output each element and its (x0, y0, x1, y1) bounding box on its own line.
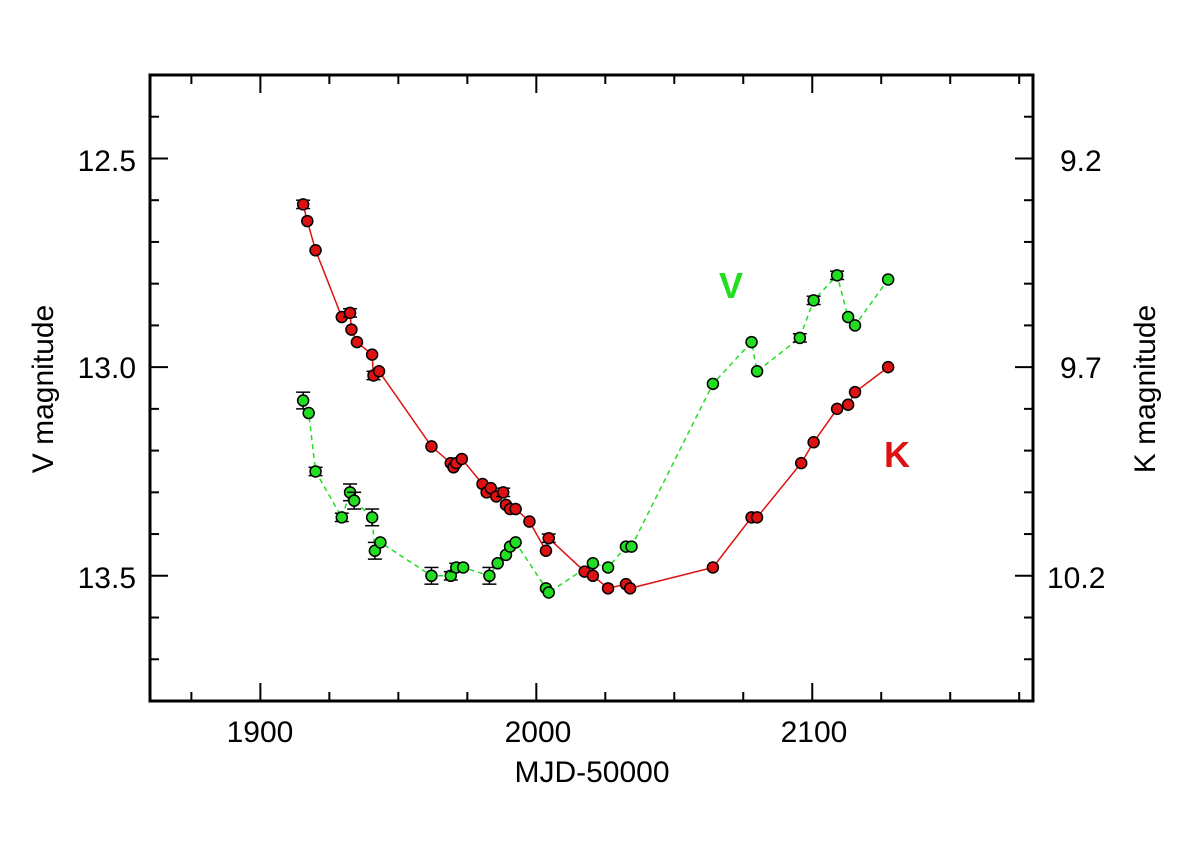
axis-ticks (150, 74, 1033, 702)
data-point-v (309, 465, 322, 478)
series-k (296, 198, 895, 595)
series-label-v: V (719, 265, 743, 306)
data-point-v (509, 536, 522, 549)
y-left-tick-label-13-0: 13.0 (78, 352, 136, 385)
x-tick-label-2000: 2000 (505, 716, 572, 749)
data-point-v (745, 335, 758, 349)
data-point-k (848, 385, 862, 399)
data-point-k (623, 582, 637, 595)
data-point-v (425, 569, 438, 583)
y-right-tick-label-9-2: 9.2 (1060, 145, 1102, 178)
y-left-axis-title: V magnitude (27, 305, 60, 473)
data-point-k (365, 348, 379, 361)
data-point-v (483, 569, 496, 583)
data-point-k (601, 582, 615, 595)
data-point-k (496, 486, 510, 499)
data-point-v (793, 331, 807, 345)
data-point-v (542, 586, 555, 599)
data-point-v (302, 406, 315, 420)
y-right-axis-title: K magnitude (1129, 305, 1162, 473)
data-point-v (625, 540, 638, 553)
data-point-v (491, 557, 504, 570)
data-point-k (841, 398, 855, 411)
data-point-k (425, 440, 438, 453)
data-point-v (456, 561, 470, 574)
data-point-v (374, 536, 387, 549)
data-point-k (345, 323, 358, 336)
y-left-tick-label-12-5: 12.5 (78, 145, 136, 178)
data-point-k (509, 502, 522, 516)
data-point-v (601, 561, 615, 574)
data-point-k (309, 244, 322, 257)
data-point-k (455, 452, 469, 466)
data-point-v (807, 294, 820, 307)
data-point-v (335, 511, 349, 524)
data-point-k (881, 360, 895, 374)
data-point-v (586, 557, 600, 570)
data-point-k (542, 531, 555, 545)
data-point-v (841, 310, 855, 324)
data-point-k (343, 306, 357, 320)
data-point-k (350, 335, 364, 349)
data-point-k (523, 515, 536, 528)
data-point-k (807, 436, 820, 449)
y-right-tick-label-10-2: 10.2 (1047, 562, 1105, 595)
series-label-k: K (884, 434, 910, 475)
data-point-v (881, 273, 895, 286)
x-tick-label-1900: 1900 (227, 716, 294, 749)
data-point-v (347, 494, 361, 507)
data-point-v (830, 269, 844, 282)
x-axis-title: MJD-50000 (514, 756, 669, 789)
data-point-k (830, 402, 844, 416)
data-point-k (750, 511, 764, 524)
data-point-v (296, 394, 310, 407)
x-tick-label-2100: 2100 (781, 716, 848, 749)
series-v (296, 269, 895, 599)
data-point-v (706, 377, 720, 391)
data-point-k (706, 561, 720, 574)
data-point-v (365, 511, 379, 524)
y-right-tick-label-9-7: 9.7 (1060, 352, 1102, 385)
data-point-k (539, 544, 553, 558)
data-point-k (372, 365, 386, 378)
data-point-k (296, 198, 310, 211)
data-point-k (794, 456, 808, 470)
series-line-k (302, 204, 889, 590)
series-line-v (302, 273, 889, 594)
data-point-v (750, 365, 764, 378)
data-point-k (586, 569, 600, 583)
series-layer (296, 198, 895, 599)
data-point-v (848, 319, 862, 332)
y-left-tick-label-13-5: 13.5 (78, 562, 136, 595)
data-point-k (301, 214, 314, 228)
plot-frame (148, 73, 1035, 703)
